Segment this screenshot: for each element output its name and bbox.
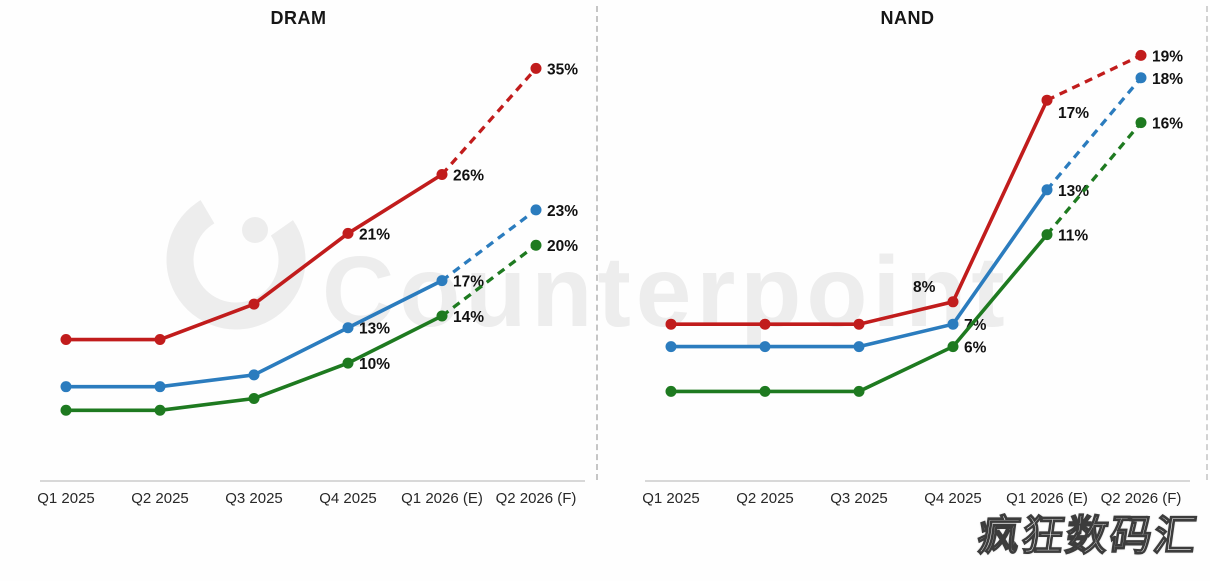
data-point (60, 381, 72, 393)
data-label: 20% (547, 238, 578, 255)
data-point (1041, 94, 1053, 106)
data-point (436, 310, 448, 322)
data-label: 35% (547, 61, 578, 78)
data-point (530, 204, 542, 216)
data-point (248, 392, 260, 404)
data-point (342, 227, 354, 239)
series-line-actual (671, 233, 1049, 394)
data-point (1135, 117, 1147, 129)
series-line-forecast (440, 67, 538, 176)
series-line-forecast (441, 243, 537, 318)
data-point (436, 275, 448, 287)
data-label: 16% (1152, 116, 1183, 133)
data-point (248, 298, 260, 310)
data-label: 8% (913, 279, 936, 296)
x-tick-label: Q2 2025 (736, 490, 794, 507)
data-label: 23% (547, 203, 578, 220)
data-point (60, 404, 72, 416)
right-edge-line (1206, 6, 1208, 480)
data-point (248, 369, 260, 381)
data-point (759, 318, 771, 330)
x-tick-label: Q3 2025 (830, 490, 888, 507)
dram-plot-area: Q1 2025 Q2 2025 Q3 2025 Q4 2025 Q1 2026 (E) Q… (37, 61, 585, 507)
data-point (759, 385, 771, 397)
data-point (759, 341, 771, 353)
data-label: 7% (964, 317, 987, 334)
data-point (665, 385, 677, 397)
data-label: 26% (453, 167, 484, 184)
nand-plot-area: Q1 2025 Q2 2025 Q3 2025 Q4 2025 Q1 2026 (E) Q… (642, 48, 1190, 507)
data-point (853, 341, 865, 353)
data-point (154, 381, 166, 393)
chart-divider-line (596, 6, 598, 480)
chart-title-dram: DRAM (270, 8, 327, 28)
data-point (947, 296, 959, 308)
data-point (530, 239, 542, 251)
x-tick-label: Q4 2025 (319, 490, 377, 507)
data-point (853, 318, 865, 330)
data-label: 11% (1058, 228, 1088, 245)
x-tick-label: Q1 2025 (37, 490, 95, 507)
data-label: 13% (1058, 183, 1089, 200)
x-tick-label: Q4 2025 (924, 490, 982, 507)
chart-nand: NAND Q1 2025 Q2 2025 Q3 2025 Q4 2025 Q1 2026… (605, 0, 1210, 510)
series-line-actual (66, 172, 443, 342)
data-point (947, 318, 959, 330)
data-label: 14% (453, 309, 484, 326)
data-point (1135, 49, 1147, 61)
data-point (947, 341, 959, 353)
data-point (154, 404, 166, 416)
data-point (665, 341, 677, 353)
series-line-forecast (1045, 121, 1143, 236)
legend: Low-end (<$200) DRAM: 6GB LPDDR4X NAND: … (0, 510, 1210, 581)
x-tick-label: Q1 2025 (642, 490, 700, 507)
data-label: 6% (964, 340, 987, 357)
chart-dram: DRAM Q1 2025 Q2 2025 Q3 2025 Q4 2025 Q1 2026… (0, 0, 597, 510)
data-label: 10% (359, 356, 390, 373)
series-line-forecast (1046, 53, 1142, 102)
chart-title-nand: NAND (880, 8, 935, 28)
series-line-actual (671, 99, 1049, 327)
data-point (60, 334, 72, 346)
x-tick-label: Q3 2025 (225, 490, 283, 507)
x-tick-label: Q2 2026 (F) (496, 490, 577, 507)
data-point (436, 168, 448, 180)
data-point (665, 318, 677, 330)
data-point (1041, 184, 1053, 196)
data-label: 18% (1152, 71, 1183, 88)
data-point (342, 357, 354, 369)
x-tick-label: Q2 2026 (F) (1101, 490, 1182, 507)
data-point (154, 334, 166, 346)
data-label: 17% (1058, 105, 1089, 122)
data-label: 19% (1152, 48, 1183, 65)
series-line-forecast (1045, 76, 1143, 191)
data-point (1041, 229, 1053, 241)
data-point (530, 62, 542, 74)
x-tick-label: Q1 2026 (E) (401, 490, 483, 507)
data-point (853, 385, 865, 397)
data-label: 21% (359, 226, 390, 243)
data-point (342, 322, 354, 334)
x-tick-label: Q2 2025 (131, 490, 189, 507)
x-tick-label: Q1 2026 (E) (1006, 490, 1088, 507)
series-line-forecast (441, 208, 537, 282)
data-label: 13% (359, 321, 390, 338)
data-point (1135, 72, 1147, 84)
data-label: 17% (453, 274, 484, 291)
